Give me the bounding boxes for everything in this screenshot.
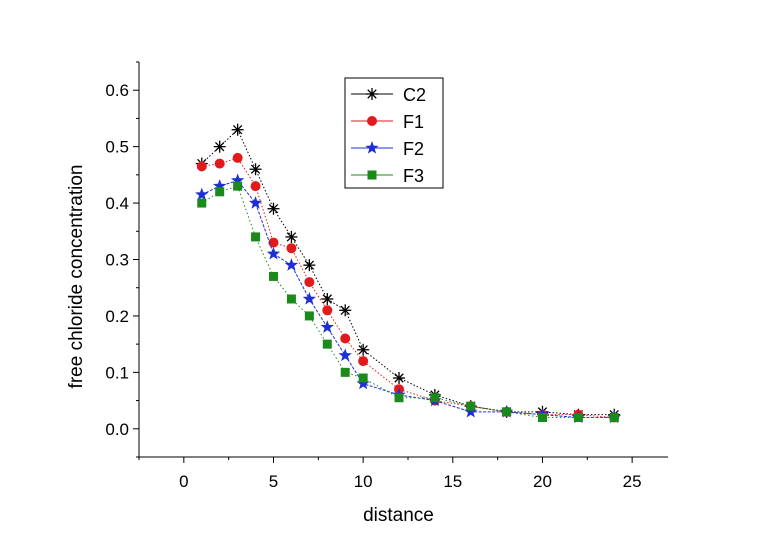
- data-point-f2: [195, 187, 209, 201]
- legend-item-f3: F3: [351, 166, 424, 186]
- y-tick-label: 0.5: [105, 138, 129, 157]
- legend: C2 F1 F2 F3: [344, 77, 444, 189]
- data-point-c2: [231, 123, 244, 136]
- data-point-f2: [464, 404, 478, 418]
- legend-marker-f3: [367, 170, 377, 180]
- data-point-c2: [393, 372, 406, 384]
- data-point-f1: [304, 277, 315, 288]
- data-point-f3: [268, 271, 278, 281]
- asterisk-stroke: [268, 204, 279, 214]
- data-point-f3: [502, 407, 512, 417]
- legend-label-f3: F3: [403, 166, 424, 186]
- x-tick-label: 25: [623, 472, 642, 491]
- data-point-f3: [215, 187, 225, 197]
- asterisk-stroke: [214, 141, 225, 152]
- data-point-f1: [250, 181, 261, 192]
- legend-item-f1: F1: [351, 112, 424, 132]
- data-point-f2: [338, 348, 352, 362]
- x-tick-label: 10: [354, 472, 373, 491]
- data-point-f3: [430, 393, 440, 403]
- data-point-f1: [232, 152, 243, 163]
- data-point-f2: [320, 320, 334, 333]
- y-tick-label: 0.4: [105, 194, 129, 213]
- series-layer: [195, 123, 621, 424]
- y-tick-label: 0.3: [105, 251, 129, 270]
- legend-marker-f2: [365, 141, 379, 154]
- data-point-f3: [394, 393, 404, 403]
- data-point-f1: [322, 305, 333, 316]
- x-axis-title: distance: [363, 505, 434, 526]
- asterisk-stroke: [340, 305, 350, 315]
- data-point-c2: [357, 343, 370, 356]
- asterisk-stroke: [367, 89, 377, 99]
- data-point-f2: [266, 246, 281, 260]
- data-point-f3: [358, 373, 368, 383]
- legend-label-f1: F1: [403, 112, 424, 132]
- data-point-f2: [213, 179, 227, 192]
- data-point-f3: [322, 339, 332, 349]
- data-point-c2: [249, 163, 262, 176]
- data-point-f1: [196, 161, 207, 172]
- y-tick-label: 0.1: [105, 363, 129, 382]
- data-point-f1: [286, 243, 297, 254]
- data-point-f3: [233, 181, 243, 191]
- data-point-f3: [286, 294, 296, 304]
- x-tick-label: 0: [179, 472, 188, 491]
- data-point-c2: [339, 304, 352, 317]
- asterisk-stroke: [286, 232, 297, 242]
- data-point-c2: [285, 230, 298, 243]
- data-point-f1: [340, 333, 351, 344]
- legend-marker-c2: [366, 88, 378, 100]
- legend-label-c2: C2: [403, 85, 426, 105]
- legend-box: [344, 77, 444, 189]
- asterisk-stroke: [304, 260, 315, 270]
- data-point-f3: [609, 413, 619, 422]
- series-line-f3: [201, 185, 615, 418]
- legend-item-f2: F2: [351, 139, 424, 159]
- data-point-c2: [303, 259, 316, 272]
- data-point-f1: [268, 237, 279, 248]
- legend-label-f2: F2: [403, 139, 424, 159]
- axes: 0 5 10 15 20 25 0.0 0.1 0.2 0.3 0.4 0.5 0.6: [105, 61, 668, 491]
- data-point-f2: [356, 376, 370, 390]
- data-point-f3: [251, 232, 261, 242]
- asterisk-stroke: [232, 125, 243, 135]
- data-point-f3: [304, 311, 314, 321]
- data-point-f3: [340, 367, 350, 377]
- asterisk-stroke: [358, 345, 368, 355]
- data-point-f3: [573, 413, 583, 422]
- series-line-f1: [201, 157, 615, 418]
- x-tick-label: 5: [269, 472, 278, 491]
- y-tick-label: 0.6: [105, 81, 129, 100]
- asterisk-stroke: [322, 294, 332, 304]
- series-f3: [197, 181, 619, 422]
- x-tick-label: 15: [443, 472, 462, 491]
- y-tick-label: 0.2: [105, 307, 129, 326]
- data-point-f1: [358, 356, 369, 367]
- legend-marker-f1: [367, 116, 377, 126]
- data-point-f3: [197, 198, 207, 208]
- x-tick-label: 20: [533, 472, 552, 491]
- asterisk-stroke: [250, 164, 261, 174]
- data-point-f2: [284, 258, 299, 271]
- data-point-c2: [321, 293, 334, 305]
- data-point-c2: [267, 202, 280, 215]
- legend-item-c2: C2: [351, 85, 426, 105]
- data-point-f2: [302, 292, 317, 305]
- y-tick-label: 0.0: [105, 420, 129, 439]
- series-line-c2: [201, 128, 615, 416]
- data-point-f2: [230, 173, 245, 187]
- data-point-f3: [537, 413, 547, 422]
- data-point-f2: [248, 196, 263, 209]
- asterisk-stroke: [394, 373, 404, 383]
- series-f2: [195, 173, 621, 424]
- data-point-c2: [213, 140, 226, 153]
- data-point-f1: [214, 158, 225, 169]
- y-axis-title: free chloride concentration: [66, 165, 87, 389]
- data-point-f3: [466, 401, 476, 411]
